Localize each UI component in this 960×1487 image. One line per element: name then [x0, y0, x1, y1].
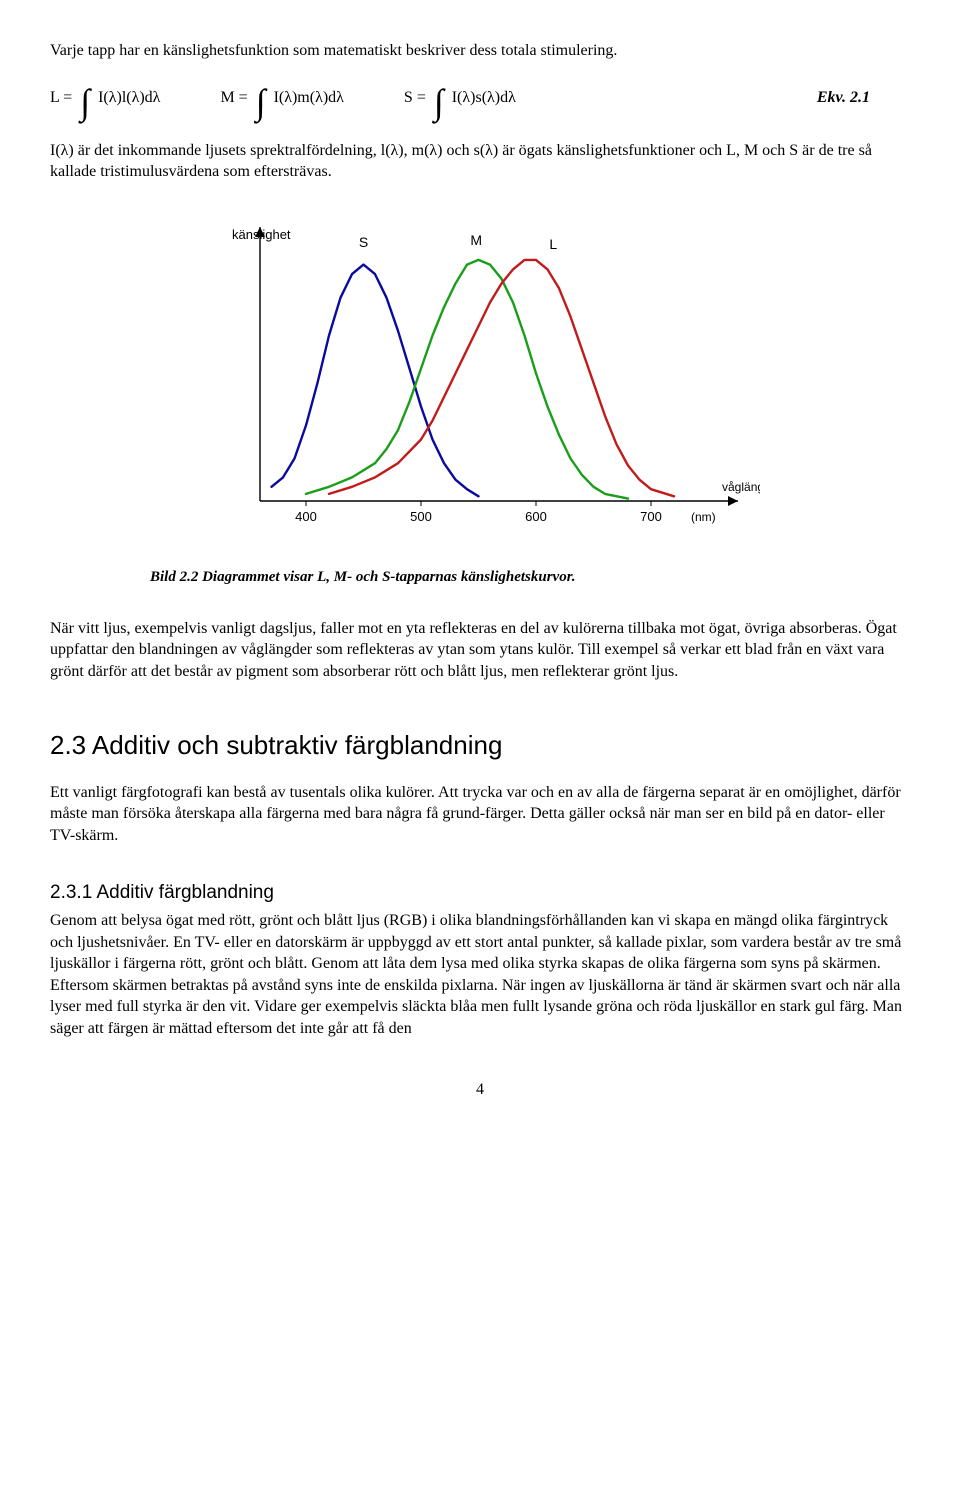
eq-S-integrand: I(λ)s(λ)dλ [452, 87, 516, 109]
svg-text:L: L [549, 236, 557, 252]
svg-text:M: M [470, 232, 482, 248]
page-number: 4 [50, 1079, 910, 1101]
svg-text:700: 700 [640, 509, 662, 524]
integral-sign-icon: ∫ [256, 84, 266, 120]
subsection-2-3-1-heading: 2.3.1 Additiv färgblandning [50, 880, 910, 906]
eq-L-integrand: I(λ)l(λ)dλ [98, 87, 160, 109]
svg-text:känslighet: känslighet [232, 227, 291, 242]
figure-caption: Bild 2.2 Diagrammet visar L, M- och S-ta… [150, 567, 910, 587]
integral-sign-icon: ∫ [80, 84, 90, 120]
equation-block: L = ∫ I(λ)l(λ)dλ M = ∫ I(λ)m(λ)dλ S = ∫ … [50, 80, 910, 116]
paragraph-reflection: När vitt ljus, exempelvis vanligt dagslj… [50, 618, 910, 683]
section-2-3-heading: 2.3 Additiv och subtraktiv färgblandning [50, 728, 910, 763]
paragraph-intro: Varje tapp har en känslighetsfunktion so… [50, 40, 910, 62]
equation-L: L = ∫ I(λ)l(λ)dλ [50, 80, 160, 116]
svg-text:S: S [359, 234, 368, 250]
chart-svg: 400 500 600 700 (nm) våglängd känslighet S M L [200, 211, 760, 551]
integral-sign-icon: ∫ [434, 84, 444, 120]
equation-label: Ekv. 2.1 [817, 87, 910, 109]
paragraph-section-2-3: Ett vanligt färgfotografi kan bestå av t… [50, 782, 910, 847]
paragraph-subsection-2-3-1: Genom att belysa ögat med rött, grönt oc… [50, 910, 910, 1040]
eq-S-lhs: S = [404, 87, 426, 109]
svg-text:500: 500 [410, 509, 432, 524]
eq-L-lhs: L = [50, 87, 72, 109]
svg-text:våglängd: våglängd [722, 480, 760, 494]
equation-M: M = ∫ I(λ)m(λ)dλ [220, 80, 343, 116]
eq-M-integrand: I(λ)m(λ)dλ [274, 87, 344, 109]
paragraph-tristimulus: I(λ) är det inkommande ljusets sprektral… [50, 140, 910, 183]
svg-text:600: 600 [525, 509, 547, 524]
equation-S: S = ∫ I(λ)s(λ)dλ [404, 80, 516, 116]
eq-M-lhs: M = [220, 87, 247, 109]
svg-text:400: 400 [295, 509, 317, 524]
sensitivity-chart: 400 500 600 700 (nm) våglängd känslighet S M L [200, 211, 760, 558]
svg-text:(nm): (nm) [691, 510, 716, 524]
